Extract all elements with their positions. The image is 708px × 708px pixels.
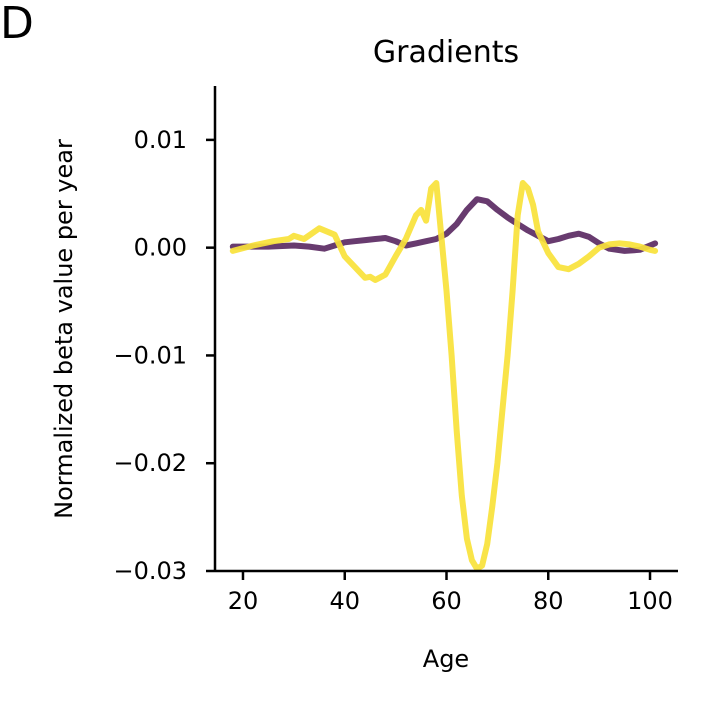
x-tick-label: 80 [533,587,564,615]
y-axis-ticks: 0.01 0.00 −0.01 −0.02 −0.03 [113,126,215,585]
y-tick-label: 0.01 [134,126,187,154]
y-tick-label: −0.02 [113,449,187,477]
panel-label: D [0,0,34,49]
series-line-1 [229,196,659,254]
x-tick-label: 20 [228,587,259,615]
x-tick-label: 100 [627,587,673,615]
y-axis-label: Normalized beta value per year [50,139,78,519]
series-line-2 [229,180,659,572]
x-tick-label: 60 [431,587,462,615]
x-axis-ticks: 20 40 60 80 100 [228,571,673,615]
chart-title: Gradients [373,35,519,70]
x-tick-label: 40 [329,587,360,615]
y-tick-label: −0.03 [113,557,187,585]
y-tick-label: −0.01 [113,341,187,369]
x-axis-label: Age [423,645,469,673]
y-tick-label: 0.00 [134,234,187,262]
series-group [229,180,659,572]
